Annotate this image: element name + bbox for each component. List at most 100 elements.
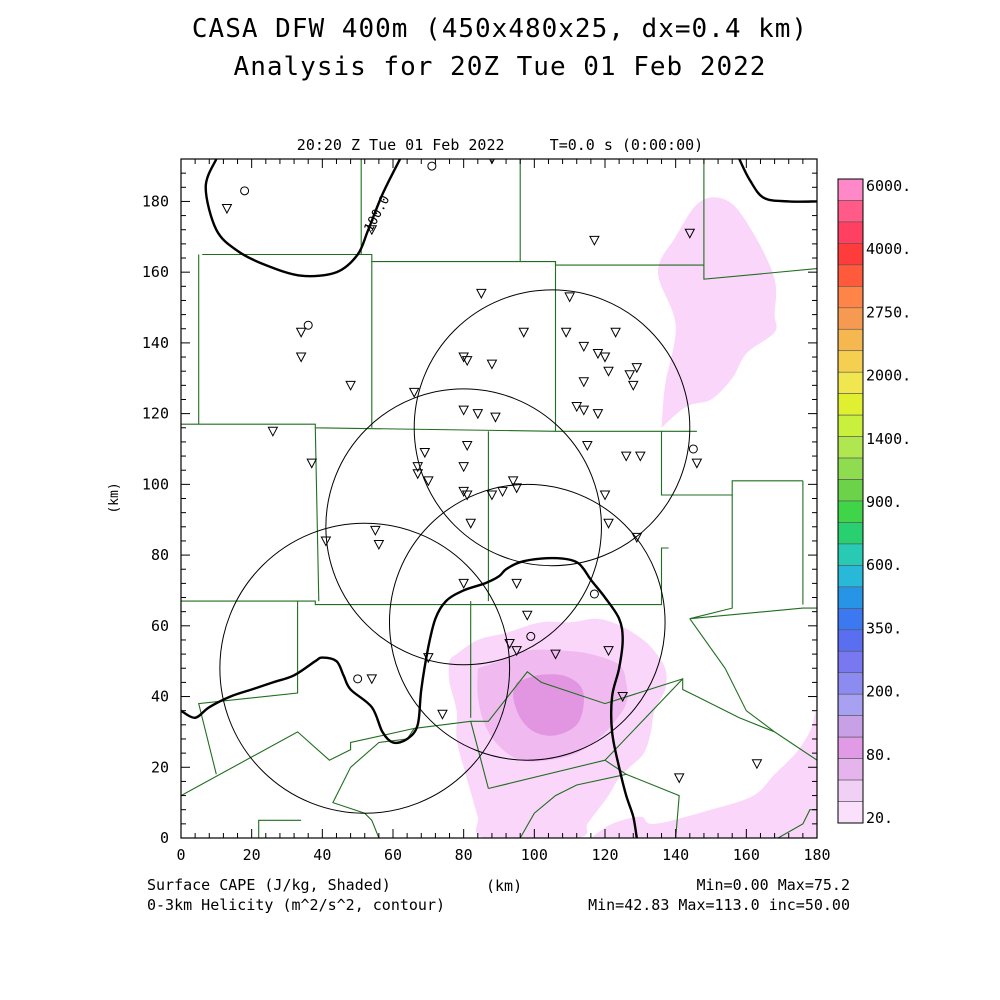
- y-tick-label: 180: [142, 192, 169, 210]
- cape-shading-high: [513, 674, 585, 736]
- county-boundary-10: [689, 495, 817, 620]
- station-circle: [688, 444, 698, 454]
- station-triangle: [564, 292, 575, 303]
- station-triangle: [751, 759, 763, 770]
- station-triangle: [345, 380, 356, 391]
- station-triangle: [592, 349, 604, 360]
- colorbar-swatch: [837, 457, 864, 480]
- station-triangle: [550, 649, 561, 660]
- x-tick-label: 120: [591, 846, 618, 864]
- station-triangle: [370, 525, 381, 536]
- colorbar-swatch: [837, 758, 864, 781]
- colorbar-swatch: [837, 243, 864, 266]
- colorbar-swatch: [837, 629, 864, 652]
- x-tick-label: 40: [313, 846, 331, 864]
- colorbar-swatch: [837, 264, 864, 287]
- cape-shading-low-1: [658, 197, 777, 428]
- y-tick-label: 80: [151, 546, 169, 564]
- colorbar-swatch: [837, 307, 864, 330]
- station-triangle: [635, 451, 646, 462]
- y-tick-label: 0: [160, 829, 169, 847]
- figure-subtitle: Analysis for 20Z Tue 01 Feb 2022: [233, 52, 767, 82]
- county-boundary-13: [181, 671, 683, 797]
- station-triangle: [599, 490, 611, 501]
- colorbar-swatch: [837, 565, 864, 588]
- radar-ring-0: [413, 289, 691, 567]
- station-triangle: [521, 610, 533, 621]
- y-tick-label: 160: [142, 263, 169, 281]
- county-boundary-6: [181, 547, 669, 606]
- station-triangle: [578, 377, 590, 388]
- station-triangle: [631, 363, 643, 374]
- colorbar-swatch: [837, 736, 864, 759]
- colorbar-swatch: [837, 522, 864, 545]
- colorbar-swatch: [837, 543, 864, 566]
- station-circle: [526, 631, 536, 641]
- station-triangle: [603, 366, 614, 377]
- station-triangle: [603, 646, 614, 657]
- helicity-contour-0: [204, 159, 402, 278]
- footer-helicity-label: 0-3km Helicity (m^2/s^2, contour): [147, 896, 446, 914]
- station-triangle: [412, 462, 424, 473]
- colorbar-swatch: [837, 672, 864, 695]
- station-triangle: [507, 476, 519, 487]
- station-triangle: [560, 327, 572, 338]
- station-circle: [303, 320, 313, 330]
- colorbar-swatch: [837, 178, 864, 201]
- station-triangle: [306, 458, 318, 469]
- station-triangle: [412, 469, 424, 480]
- radar-ring-2: [388, 483, 666, 761]
- footer-cape-range: Min=0.00 Max=75.2: [696, 876, 850, 894]
- colorbar-label: 6000.: [866, 177, 911, 195]
- station-triangle: [518, 327, 530, 338]
- station-triangle: [419, 448, 431, 459]
- county-boundary-15: [332, 728, 415, 838]
- colorbar-swatch: [837, 779, 864, 802]
- station-triangle: [511, 646, 522, 657]
- station-triangle: [603, 518, 614, 529]
- colorbar-swatch: [837, 221, 864, 244]
- station-circle: [353, 674, 363, 684]
- colorbar-label: 2750.: [866, 303, 911, 321]
- y-tick-label: 140: [142, 334, 169, 352]
- radar-ring-1: [325, 388, 602, 666]
- station-triangle: [366, 225, 378, 236]
- station-triangle: [599, 352, 611, 363]
- station-triangle: [578, 405, 590, 416]
- station-triangle: [461, 490, 473, 501]
- station-triangle: [437, 709, 448, 720]
- colorbar-label: 350.: [866, 619, 902, 637]
- station-triangle: [458, 352, 469, 363]
- county-boundary-7: [314, 427, 320, 602]
- county-boundary-5: [703, 159, 817, 280]
- county-boundary-12: [198, 601, 299, 775]
- station-triangle: [295, 327, 307, 338]
- station-triangle: [610, 327, 621, 338]
- station-triangle: [684, 228, 696, 239]
- station-triangle: [592, 409, 604, 420]
- colorbar-swatch: [837, 436, 864, 459]
- station-triangle: [486, 490, 498, 501]
- colorbar-swatch: [837, 200, 864, 223]
- station-triangle: [511, 483, 522, 494]
- station-triangle: [578, 341, 590, 353]
- colorbar-swatch: [837, 286, 864, 309]
- y-tick-label: 60: [151, 617, 169, 635]
- station-triangle: [458, 486, 469, 497]
- county-boundary-16: [470, 721, 489, 789]
- station-triangle: [461, 440, 473, 452]
- station-triangle: [472, 409, 484, 420]
- colorbar-swatch: [837, 414, 864, 437]
- colorbar-swatch: [837, 650, 864, 674]
- county-boundary-19: [689, 618, 775, 733]
- station-triangle: [582, 440, 593, 452]
- station-triangle: [620, 451, 632, 462]
- colorbar-label: 4000.: [866, 240, 911, 258]
- colorbar-swatch: [837, 371, 864, 394]
- station-triangle: [465, 518, 477, 529]
- x-tick-label: 160: [733, 846, 760, 864]
- y-axis-label: (km): [107, 482, 122, 513]
- colorbar-label: 200.: [866, 683, 902, 701]
- station-triangle: [673, 773, 685, 784]
- station-triangle: [221, 204, 233, 215]
